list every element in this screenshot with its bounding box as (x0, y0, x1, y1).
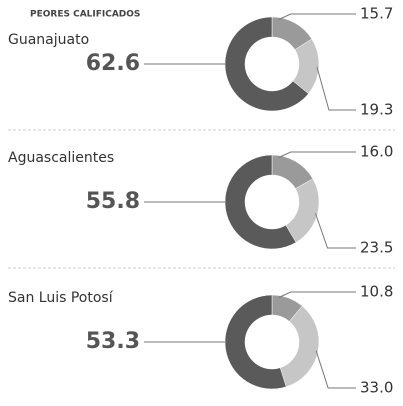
value-label: 10.8 (360, 283, 393, 301)
value-label: 19.3 (360, 101, 393, 119)
panel-title: Aguascalientes (8, 150, 114, 166)
donut-segment (224, 294, 287, 390)
value-label: 55.8 (86, 189, 140, 214)
leader-line (278, 151, 356, 158)
leader-line (316, 66, 356, 111)
panel-title: San Luis Potosí (8, 290, 114, 306)
leader-line (315, 213, 356, 249)
value-label: 15.7 (360, 5, 393, 23)
leader-line (315, 350, 356, 389)
leader-line (278, 291, 356, 298)
leader-line (278, 13, 356, 20)
donut-segment (285, 178, 320, 243)
value-label: 53.3 (86, 329, 140, 354)
value-label: 16.0 (360, 143, 393, 161)
header: PEORES CALIFICADOS (30, 10, 140, 20)
donut-segment (224, 154, 297, 250)
donut-segment (224, 16, 309, 112)
panel-title: Guanajuato (8, 32, 89, 48)
value-label: 62.6 (86, 51, 140, 76)
value-label: 33.0 (360, 379, 393, 397)
value-label: 23.5 (360, 239, 393, 257)
